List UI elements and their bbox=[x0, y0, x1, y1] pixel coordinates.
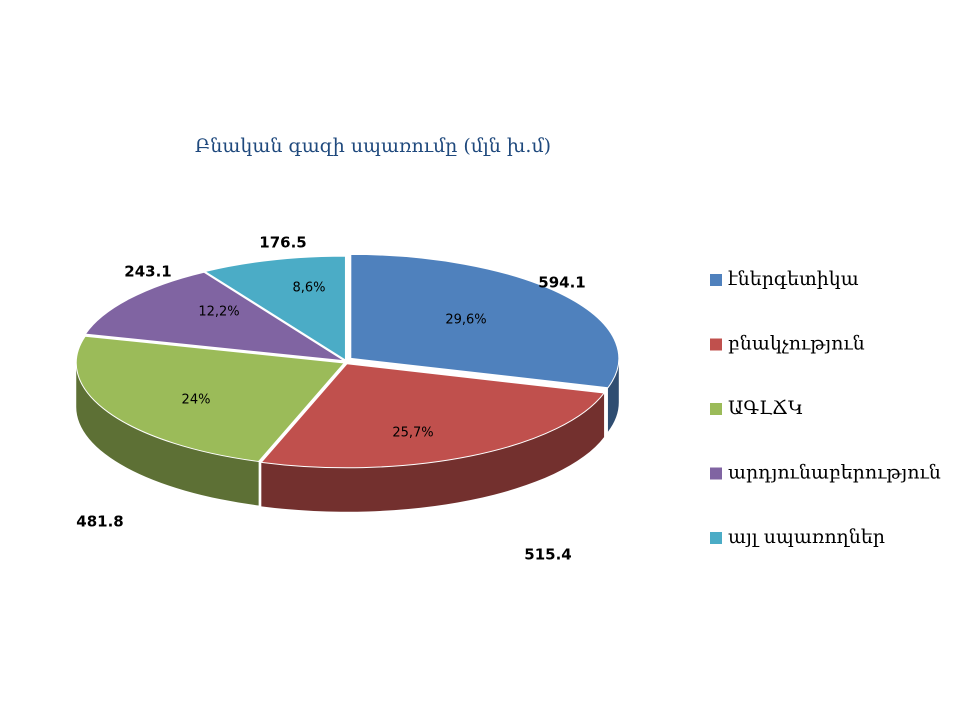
percent-label: 29,6% bbox=[445, 313, 486, 328]
pie-slice bbox=[350, 253, 620, 389]
percent-label: 12,2% bbox=[198, 305, 239, 320]
slice-side bbox=[76, 362, 259, 506]
value-label: 243.1 bbox=[124, 263, 171, 281]
legend-label: էներգետիկա bbox=[728, 268, 859, 290]
pie-slice bbox=[84, 271, 345, 362]
value-label: 481.8 bbox=[76, 513, 123, 531]
legend-swatch bbox=[710, 467, 722, 480]
slice-side bbox=[261, 393, 605, 512]
legend-swatch bbox=[710, 532, 722, 544]
legend-label: բնակչություն bbox=[728, 333, 865, 355]
legend-label: արդյունաբերություն bbox=[728, 462, 941, 484]
percent-label: 8,6% bbox=[292, 281, 325, 296]
slice-side bbox=[607, 358, 619, 432]
chart-title: Բնական գազի սպառումը (մլն խ.մ) bbox=[195, 135, 551, 157]
percent-label: 25,7% bbox=[392, 426, 433, 441]
percent-label: 24% bbox=[182, 393, 211, 408]
value-label: 515.4 bbox=[524, 546, 571, 564]
legend-label: այլ սպառողներ bbox=[728, 526, 885, 548]
legend-swatch bbox=[710, 338, 722, 351]
pie-slice bbox=[75, 335, 346, 463]
legend-swatch bbox=[710, 274, 722, 286]
legend-label: ԱԳԼՃԿ bbox=[728, 397, 803, 419]
pie-slice bbox=[260, 363, 606, 469]
pie-slice bbox=[203, 255, 346, 361]
legend-swatch bbox=[710, 403, 722, 415]
value-label: 594.1 bbox=[538, 274, 585, 292]
value-label: 176.5 bbox=[259, 234, 306, 252]
